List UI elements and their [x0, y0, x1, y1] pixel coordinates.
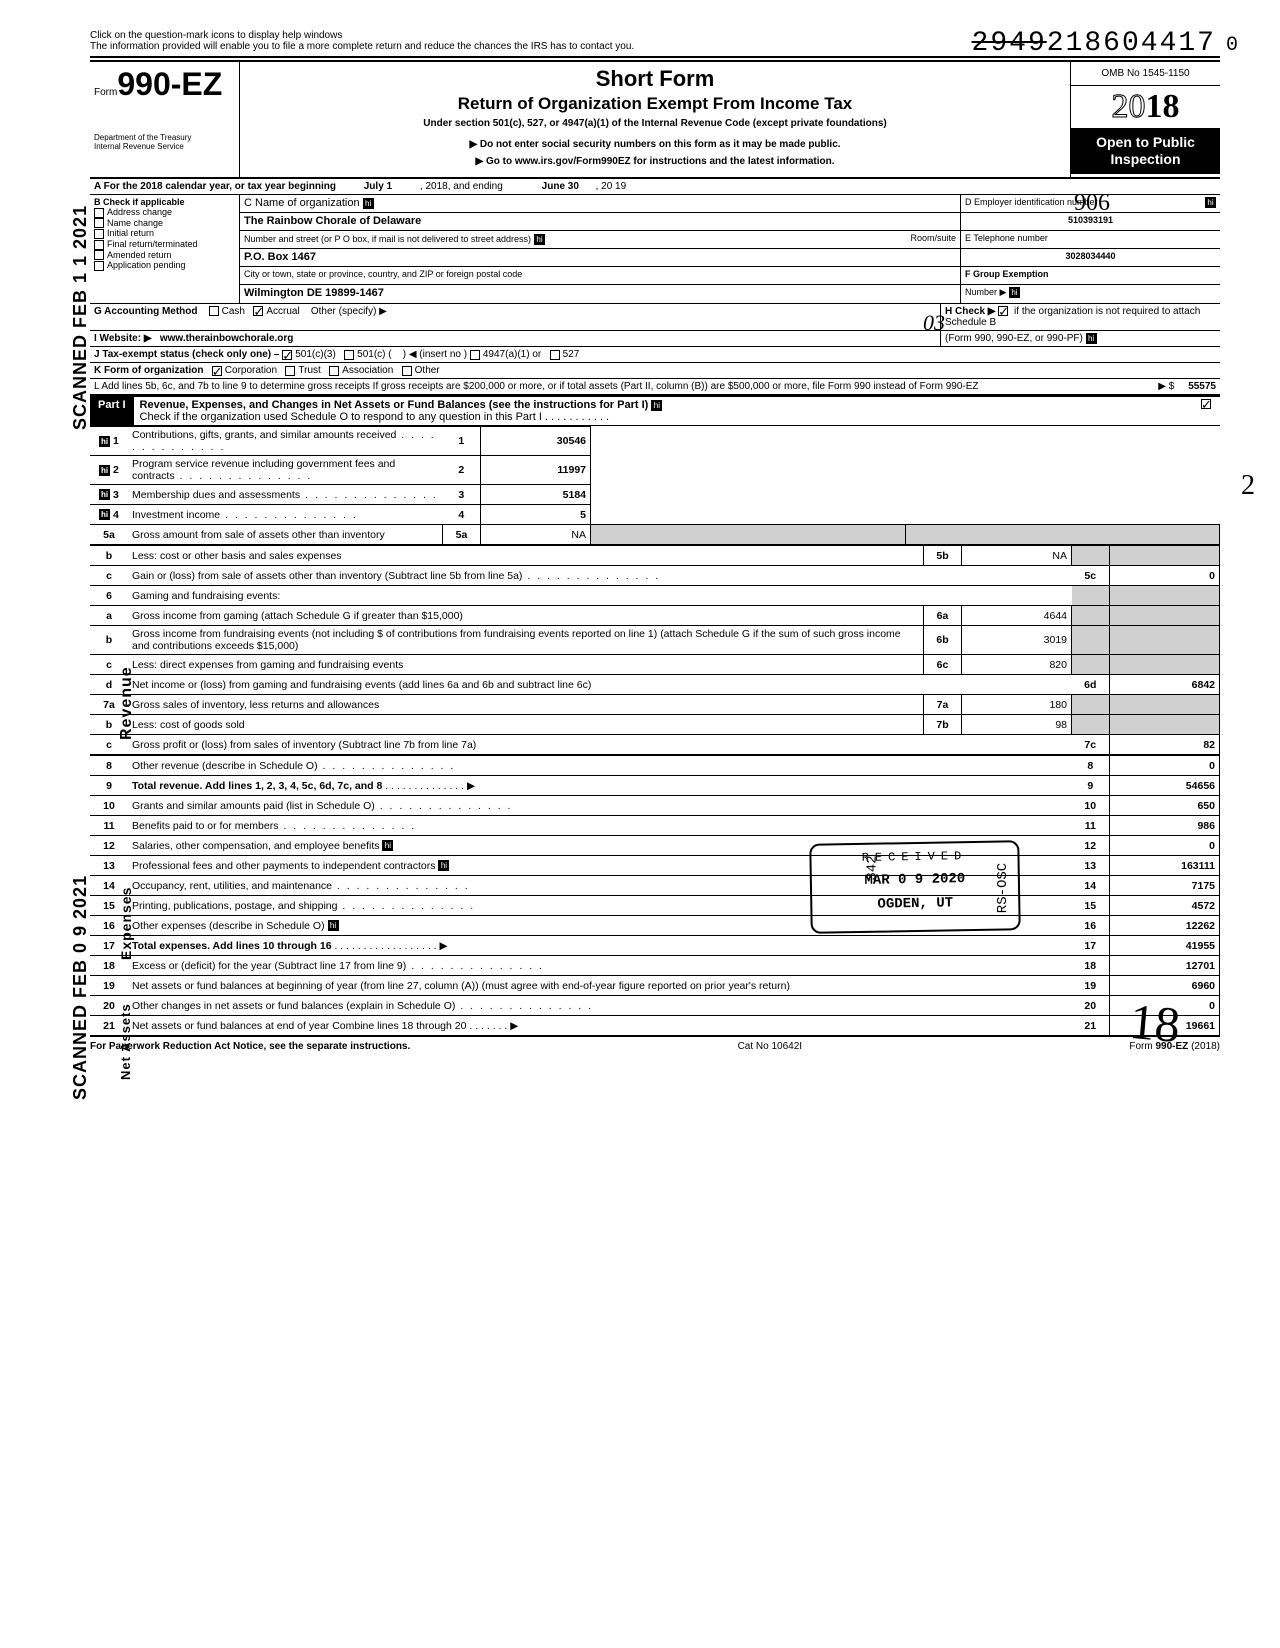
line-i: I Website: ▶ www.therainbowchorale.org (…	[90, 331, 1220, 347]
website: www.therainbowchorale.org	[160, 333, 294, 344]
handwritten-18: 18	[1128, 992, 1183, 1054]
dept: Department of the Treasury Internal Reve…	[94, 133, 235, 151]
handwritten-03: 03	[923, 310, 945, 336]
scanned-stamp-1: SCANNED FEB 1 1 2021	[70, 205, 91, 430]
phone: 3028034440	[1065, 251, 1115, 264]
page-footer: For Paperwork Reduction Act Notice, see …	[90, 1036, 1220, 1052]
line-j: J Tax-exempt status (check only one) – 5…	[90, 347, 1220, 363]
org-city: Wilmington DE 19899-1467	[244, 287, 384, 301]
line-k: K Form of organization Corporation Trust…	[90, 363, 1220, 379]
expenses-label: Expenses	[118, 887, 134, 960]
line-g-h: G Accounting Method Cash Accrual Other (…	[90, 304, 1220, 331]
netassets-label: Net Assets	[118, 1003, 133, 1080]
org-street: P.O. Box 1467	[244, 251, 316, 264]
handwritten-2: 2	[1241, 470, 1255, 502]
stamp-rsosc: RS-OSC	[995, 863, 1011, 913]
line-a: A For the 2018 calendar year, or tax yea…	[90, 179, 1220, 195]
line-l: L Add lines 5b, 6c, and 7b to line 9 to …	[90, 379, 1220, 395]
omb: OMB No 1545-1150	[1071, 62, 1220, 86]
section-b-to-f: B Check if applicable Address change Nam…	[90, 195, 1220, 304]
stamp-342: 342	[864, 855, 880, 880]
revenue-label: Revenue	[118, 666, 136, 740]
title-short: Short Form	[246, 66, 1064, 92]
title-long: Return of Organization Exempt From Incom…	[246, 94, 1064, 114]
received-stamp: RECEIVED MAR 0 9 2020 OGDEN, UT	[809, 840, 1021, 934]
open-inspection: Open to Public Inspection	[1071, 128, 1220, 174]
org-name: The Rainbow Chorale of Delaware	[244, 215, 421, 228]
lines-table: hi 1Contributions, gifts, grants, and si…	[90, 426, 1220, 545]
dln-number: 29492186044170	[972, 28, 1240, 59]
form-number: 990-EZ	[117, 66, 222, 102]
form-header: Form990-EZ Department of the Treasury In…	[90, 60, 1220, 179]
tax-year: 2018	[1071, 86, 1220, 128]
scanned-stamp-2: SCANNED FEB 0 9 2021	[70, 875, 91, 1100]
handwritten-906: 906	[1074, 190, 1110, 217]
part-1-header: Part I Revenue, Expenses, and Changes in…	[90, 395, 1220, 426]
